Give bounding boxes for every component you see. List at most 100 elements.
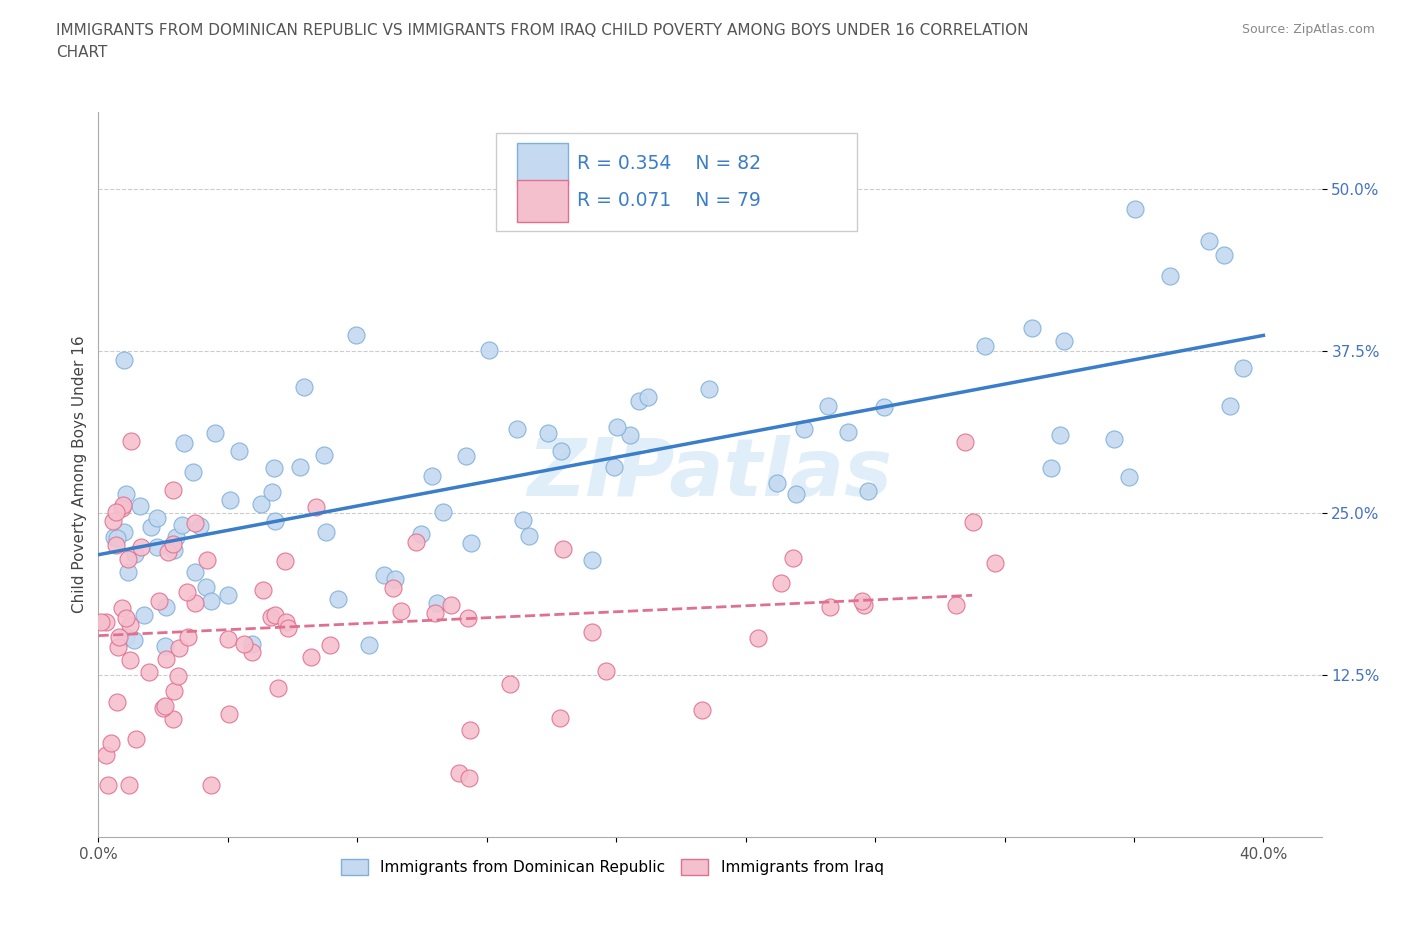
Point [456,448,478,463]
Point [195,552,218,567]
Point [124,732,146,747]
Point [389,604,412,618]
Point [112,525,135,540]
Point [188,519,211,534]
Point [155,652,177,667]
Point [856,483,879,498]
Text: CHART: CHART [56,45,108,60]
Point [1123,202,1146,217]
Point [984,555,1007,570]
Point [460,535,482,550]
Point [103,513,125,528]
Point [104,505,127,520]
Point [263,460,285,475]
Point [264,607,287,622]
Point [384,572,406,587]
Point [181,465,204,480]
Point [305,499,328,514]
Point [382,580,405,595]
Point [1232,360,1254,375]
Point [457,611,479,626]
Point [517,529,540,544]
Point [117,565,139,579]
Point [344,327,367,342]
Point [837,425,859,440]
Point [118,618,141,632]
Point [373,567,395,582]
Point [104,538,127,552]
Point [100,736,122,751]
Point [204,426,226,441]
Point [176,585,198,600]
Point [111,498,134,512]
Point [115,611,138,626]
Point [103,529,125,544]
Point [793,422,815,437]
Point [817,399,839,414]
Point [595,663,617,678]
FancyBboxPatch shape [517,143,568,185]
FancyBboxPatch shape [517,179,568,221]
Point [962,514,984,529]
Point [512,512,534,527]
Point [478,343,501,358]
Point [162,536,184,551]
Point [177,630,200,644]
Point [699,381,721,396]
Point [288,459,311,474]
Point [506,422,529,437]
Point [155,600,177,615]
Point [548,711,571,725]
Point [165,529,187,544]
Point [138,664,160,679]
Point [440,598,463,613]
Point [240,637,263,652]
Point [260,610,283,625]
Point [537,425,560,440]
Point [425,605,447,620]
Point [141,520,163,535]
Point [852,598,875,613]
Text: ZIPatlas: ZIPatlas [527,435,893,513]
Point [111,500,134,515]
Point [249,496,271,511]
Point [105,531,128,546]
Point [973,339,995,353]
Point [299,650,322,665]
Point [499,676,522,691]
FancyBboxPatch shape [496,133,856,232]
Point [129,539,152,554]
Point [765,475,787,490]
Point [1040,460,1063,475]
Point [163,684,186,698]
Point [148,593,170,608]
Point [458,770,481,785]
Point [162,483,184,498]
Point [115,487,138,502]
Point [550,444,572,458]
Point [292,379,315,394]
Point [873,399,896,414]
Point [277,620,299,635]
Point [172,518,194,533]
Point [747,631,769,645]
Point [240,644,263,659]
Point [145,511,167,525]
Point [1219,398,1241,413]
Point [153,639,176,654]
Point [129,498,152,513]
Point [200,777,222,792]
Point [264,513,287,528]
Point [184,595,207,610]
Point [167,669,190,684]
Point [162,542,184,557]
Text: R = 0.354    N = 82: R = 0.354 N = 82 [576,154,761,174]
Point [785,486,807,501]
Point [690,702,713,717]
Point [262,485,284,499]
Point [1021,320,1043,335]
Point [953,434,976,449]
Point [217,631,239,646]
Point [945,598,967,613]
Point [162,711,184,726]
